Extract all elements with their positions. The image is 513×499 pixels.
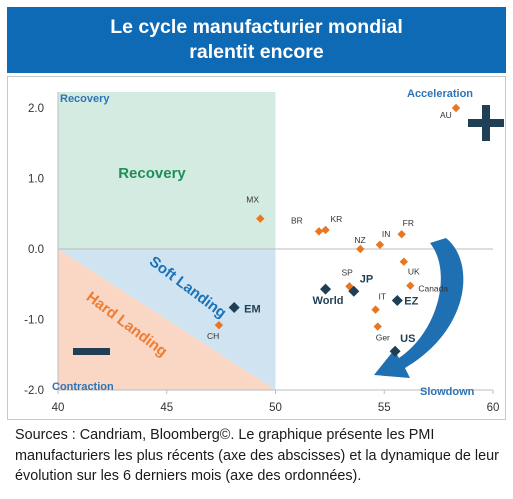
country-label-nz: NZ <box>354 235 365 245</box>
country-point-br <box>314 227 324 236</box>
country-label-ch: CH <box>207 331 219 341</box>
x-tick-label: 40 <box>52 402 65 414</box>
recovery-zone-label: Recovery <box>118 165 186 182</box>
country-point-kr <box>321 225 330 235</box>
country-point-it <box>371 305 380 314</box>
country-label-fr: FR <box>403 218 414 228</box>
country-label-au: AU <box>440 110 452 120</box>
quadrant-contraction-label: Contraction <box>52 381 114 393</box>
y-tick-label: 1.0 <box>28 174 44 186</box>
source-caption: Sources : Candriam, Bloomberg©. Le graph… <box>15 427 499 484</box>
country-label-ger: Ger <box>376 333 390 343</box>
x-tick-label: 50 <box>269 402 282 414</box>
country-label-mx: MX <box>246 195 259 205</box>
country-label-sp: SP <box>341 267 353 277</box>
region-point-ez <box>391 294 403 306</box>
axes: 40 45 50 55 60 2.0 1.0 0.0 -1.0 -2.0 <box>24 92 499 414</box>
x-tick-label: 45 <box>160 402 173 414</box>
region-label-ez: EZ <box>404 295 418 307</box>
pmi-cycle-chart: 40 45 50 55 602.01.00.0-1.0-2.0 RecoverySoft… <box>24 88 504 414</box>
title-banner: Le cycle manufacturier mondial ralentit … <box>7 7 506 73</box>
country-point-nz <box>356 244 365 254</box>
quadrant-slowdown-label: Slowdown <box>420 386 475 398</box>
country-label-canada: Canada <box>418 284 448 294</box>
slowdown-arrow-icon <box>374 238 464 378</box>
y-tick-label: 0.0 <box>28 244 44 256</box>
cycle-zones <box>58 92 276 390</box>
country-point-in <box>375 240 385 249</box>
region-point-us <box>389 345 401 357</box>
country-point-canada <box>406 281 415 290</box>
data-points: AU MX BR KR NZ IN FR UK Canada SP IT Ger CH EM World JP… <box>207 103 461 357</box>
region-label-world: World <box>313 295 344 307</box>
region-label-jp: JP <box>360 273 373 285</box>
country-point-au <box>451 103 461 113</box>
x-tick-label: 55 <box>378 402 391 414</box>
y-tick-label: -1.0 <box>24 315 44 327</box>
country-point-mx <box>256 214 265 223</box>
y-tick-label: 2.0 <box>28 103 44 115</box>
quadrant-acceleration-label: Acceleration <box>407 88 473 100</box>
country-point-ger <box>373 322 382 331</box>
region-point-em <box>228 302 240 314</box>
country-label-it: IT <box>379 292 387 302</box>
chart-title-line-1: Le cycle manufacturier mondial <box>110 16 403 38</box>
plus-icon-vertical <box>482 105 490 141</box>
country-point-fr <box>397 229 406 239</box>
region-point-jp <box>348 285 360 297</box>
country-point-uk <box>399 257 409 266</box>
region-point-world <box>320 283 332 295</box>
region-label-em: EM <box>244 304 260 316</box>
quadrant-recovery-label: Recovery <box>60 93 110 105</box>
x-tick-label: 60 <box>487 402 500 414</box>
minus-icon <box>73 348 110 355</box>
country-label-kr: KR <box>331 214 343 224</box>
recovery-zone <box>58 92 276 249</box>
chart-frame <box>7 76 506 420</box>
region-label-us: US <box>400 333 415 345</box>
country-label-br: BR <box>291 215 303 225</box>
decorations <box>73 105 504 378</box>
country-label-uk: UK <box>408 267 420 277</box>
chart-title-line-2: ralentit encore <box>189 41 324 63</box>
country-point-ch <box>214 320 224 330</box>
hard-landing-zone <box>58 249 276 390</box>
country-label-in: IN <box>382 229 391 239</box>
y-tick-label: -2.0 <box>24 385 44 397</box>
